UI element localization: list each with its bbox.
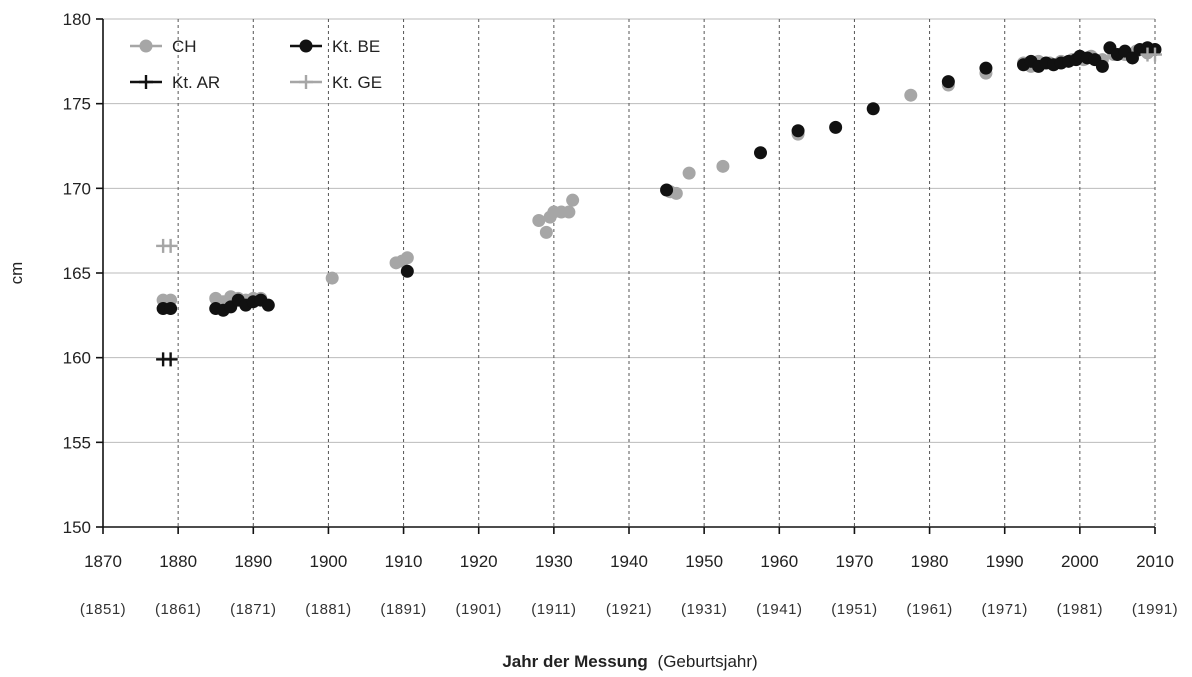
x-tick-label: 1940 [610, 552, 648, 571]
x-axis-title-suffix: (Geburtsjahr) [658, 652, 758, 671]
x-tick-label: 2010 [1136, 552, 1174, 571]
point-kt-be [866, 102, 880, 116]
x-subtick-label: (1911) [531, 601, 576, 618]
point-kt-be [754, 146, 767, 160]
point-kt-ge [1148, 47, 1162, 62]
legend-label: CH [172, 37, 197, 56]
x-tick-label: 1880 [159, 552, 197, 571]
y-axis-title: cm [7, 262, 26, 285]
data-points [156, 41, 1162, 367]
y-tick-label: 160 [63, 349, 91, 368]
x-tick-label: 1920 [460, 552, 498, 571]
legend-label: Kt. AR [172, 73, 220, 92]
x-tick-labels: 1870 1880 1890 1900 1910 1920 1930 1940 1950 1960… [84, 552, 1174, 571]
y-tick-label: 175 [63, 95, 91, 114]
point-ch [400, 251, 414, 265]
point-ch [904, 88, 918, 102]
point-kt-be [941, 75, 955, 89]
x-subtick-label: (1991) [1132, 601, 1178, 618]
point-kt-be [261, 298, 275, 312]
x-subtick-labels: (1851) (1861) (1871) (1881) (1891) (1901) (191… [80, 601, 1178, 618]
legend-marker [139, 75, 153, 89]
point-kt-ge [163, 238, 178, 253]
y-tick-label: 180 [63, 10, 91, 29]
legend-marker [139, 39, 153, 53]
x-tick-label: 1930 [535, 552, 573, 571]
point-kt-be [1125, 51, 1139, 65]
y-tick-labels: 150 155 160 165 170 175 180 [63, 10, 91, 537]
x-tick-label: 1960 [760, 552, 798, 571]
x-subtick-label: (1921) [606, 601, 652, 618]
y-tick-label: 170 [63, 179, 91, 198]
x-subtick-label: (1891) [380, 601, 426, 618]
point-ch [716, 159, 730, 173]
x-tick-label: 1970 [836, 552, 874, 571]
point-kt-be [979, 61, 993, 75]
x-subtick-label: (1881) [305, 601, 351, 618]
x-tick-label: 1910 [385, 552, 423, 571]
x-subtick-label: (1901) [456, 601, 502, 618]
legend-marker [299, 75, 313, 89]
point-kt-be [791, 124, 805, 138]
x-tick-label: 1890 [234, 552, 272, 571]
point-ch [532, 214, 546, 228]
x-subtick-label: (1971) [982, 601, 1028, 618]
point-ch [682, 166, 696, 180]
legend: CH Kt. BE Kt. AR Kt. GE [130, 37, 382, 92]
x-subtick-label: (1861) [155, 601, 201, 618]
point-ch [669, 186, 683, 200]
point-kt-be [164, 302, 178, 316]
legend-marker [299, 39, 313, 53]
x-subtick-label: (1951) [831, 601, 877, 618]
x-subtick-label: (1851) [80, 601, 126, 618]
point-ch [325, 271, 339, 285]
x-tick-label: 2000 [1061, 552, 1099, 571]
legend-entry-kt-be: Kt. BE [290, 37, 380, 56]
legend-label: Kt. BE [332, 37, 380, 56]
point-ch [566, 193, 580, 207]
x-axis-title-main: Jahr der Messung [502, 652, 648, 671]
x-tick-label: 1980 [911, 552, 949, 571]
point-kt-be [1095, 59, 1109, 73]
point-ch [562, 205, 576, 219]
legend-entry-ch: CH [130, 37, 197, 56]
y-tick-label: 150 [63, 518, 91, 537]
x-subtick-label: (1961) [906, 601, 952, 618]
x-subtick-label: (1981) [1057, 601, 1103, 618]
x-subtick-label: (1941) [756, 601, 802, 618]
x-tick-label: 1870 [84, 552, 122, 571]
y-tick-label: 155 [63, 433, 91, 452]
legend-label: Kt. GE [332, 73, 382, 92]
x-tick-label: 1900 [310, 552, 348, 571]
axes [96, 18, 1156, 534]
y-tick-label: 165 [63, 264, 91, 283]
x-axis-title: Jahr der Messung (Geburtsjahr) [502, 652, 757, 671]
x-subtick-label: (1871) [230, 601, 276, 618]
legend-entry-kt-ge: Kt. GE [290, 73, 382, 92]
point-kt-be [829, 120, 843, 134]
point-kt-ar [163, 352, 178, 367]
x-subtick-label: (1931) [681, 601, 727, 618]
legend-entry-kt-ar: Kt. AR [130, 73, 220, 92]
point-kt-be [400, 264, 414, 278]
point-kt-be [660, 183, 674, 197]
point-ch [539, 225, 553, 239]
x-tick-label: 1990 [986, 552, 1024, 571]
x-tick-label: 1950 [685, 552, 723, 571]
